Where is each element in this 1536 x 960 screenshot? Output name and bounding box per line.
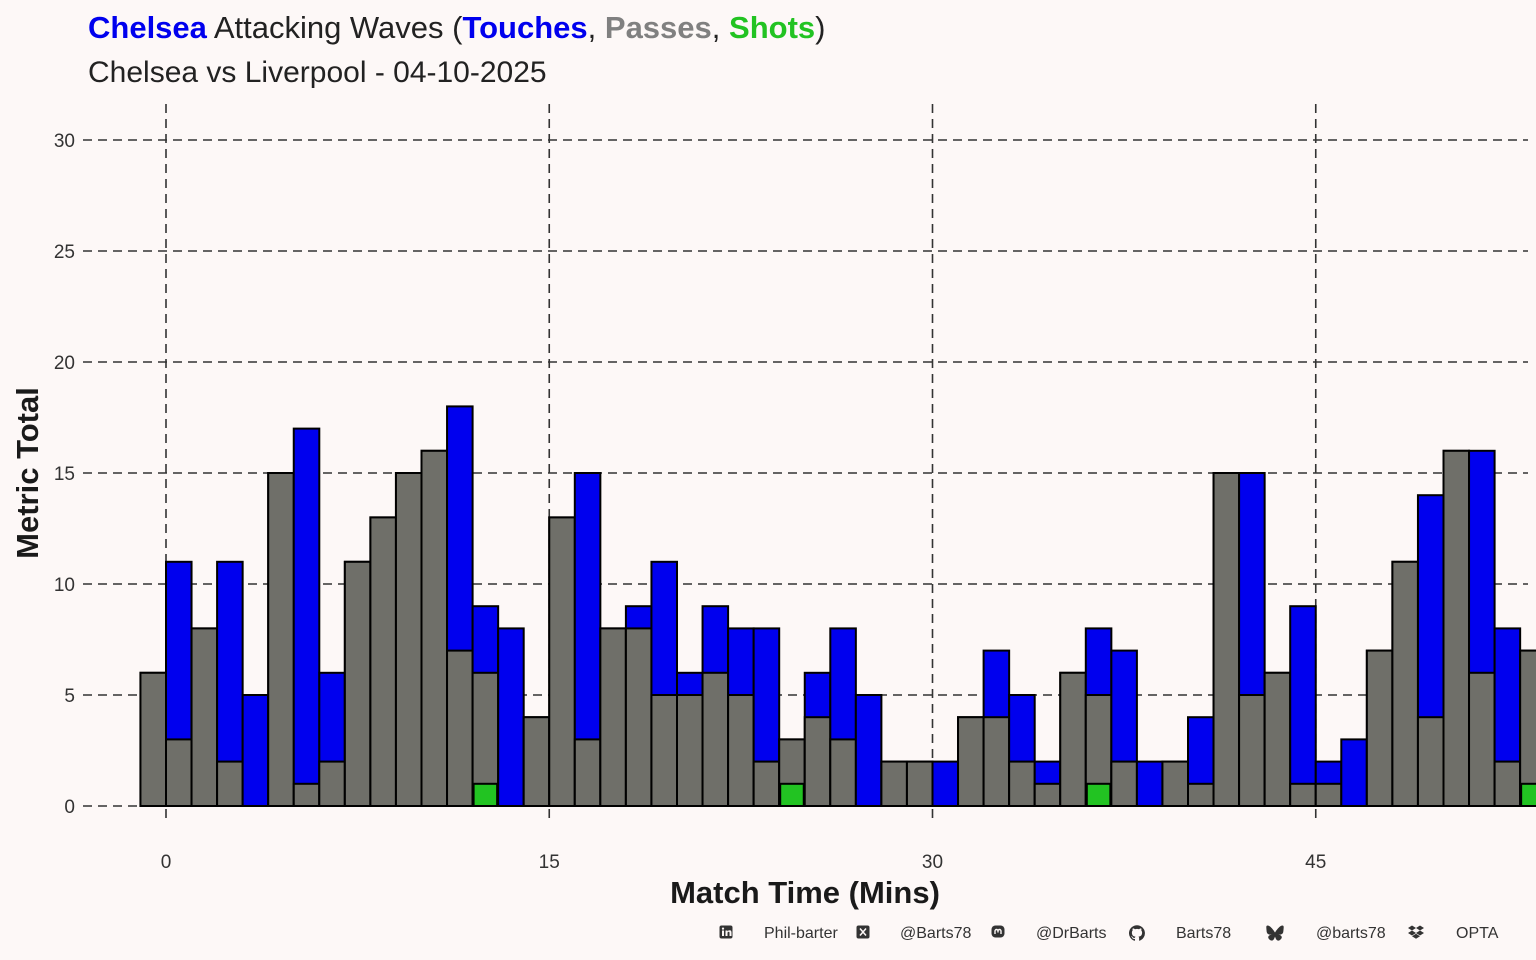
passes-bar	[1187, 782, 1215, 807]
passes-bar	[446, 649, 474, 807]
touches-bar	[854, 694, 883, 807]
footer-credits: Phil-barter @Barts78 @DrBarts Barts78 @b…	[715, 925, 1515, 947]
passes-bar	[829, 738, 857, 808]
title-passes: Passes	[604, 10, 712, 45]
passes-bar	[880, 760, 908, 807]
passes-bar	[599, 627, 627, 808]
passes-bar	[1468, 671, 1496, 807]
shots-bar	[779, 782, 805, 807]
chart-title: Chelsea Attacking Waves (Touches, Passes…	[88, 10, 825, 46]
chart-subtitle: Chelsea vs Liverpool - 04-10-2025	[88, 56, 547, 89]
passes-bar	[190, 627, 219, 808]
y-tick-label: 25	[54, 242, 75, 263]
footer-bluesky[interactable]: @barts78	[1316, 925, 1386, 942]
y-tick-label: 30	[54, 131, 75, 152]
passes-bar	[139, 671, 167, 807]
passes-bar	[1238, 694, 1266, 807]
passes-bar	[420, 449, 449, 807]
passes-bar	[1314, 782, 1343, 807]
title-middle: Attacking Waves (	[213, 10, 463, 45]
y-tick-label: 15	[54, 464, 75, 485]
touches-bar	[931, 760, 960, 807]
footer-x[interactable]: @Barts78	[900, 925, 972, 942]
passes-bar	[701, 671, 730, 807]
passes-bar	[676, 694, 704, 807]
passes-bar	[905, 760, 934, 807]
passes-bar	[1519, 649, 1536, 807]
passes-bar	[752, 760, 781, 807]
title-sep1: ,	[587, 10, 597, 45]
passes-bar	[957, 716, 985, 808]
y-tick-label: 20	[54, 353, 75, 374]
passes-bar	[369, 516, 397, 808]
passes-bar	[1008, 760, 1036, 807]
title-touches: Touches	[462, 10, 588, 45]
footer-source: OPTA	[1456, 925, 1499, 942]
passes-bar	[1212, 472, 1241, 807]
passes-bar	[650, 694, 679, 807]
passes-bar	[394, 472, 423, 807]
touches-bar	[1289, 605, 1317, 808]
passes-bar	[292, 782, 321, 807]
y-tick-label: 5	[64, 686, 75, 707]
shots-bar	[472, 782, 499, 807]
passes-bar	[1391, 560, 1419, 807]
dropbox-icon	[1408, 925, 1424, 939]
mastodon-icon	[991, 925, 1005, 939]
passes-bar	[727, 694, 755, 807]
passes-bar	[1442, 449, 1471, 807]
touches-bar	[1135, 760, 1164, 807]
y-tick-label: 0	[64, 797, 75, 818]
passes-bar	[216, 760, 244, 807]
passes-bar	[1110, 760, 1138, 807]
touches-bar	[497, 627, 525, 808]
axes: 0510152025300153045607590105	[54, 131, 1326, 873]
y-axis-label: Metric Total	[10, 387, 45, 559]
footer-github[interactable]: Barts78	[1176, 925, 1232, 942]
title-shots: Shots	[729, 10, 816, 45]
x-tick-label: 15	[539, 852, 560, 873]
github-icon	[1129, 925, 1145, 941]
x-tick-label: 0	[161, 852, 172, 873]
touches-bar	[1340, 738, 1368, 808]
passes-bar	[1033, 782, 1062, 807]
passes-bar	[165, 738, 193, 808]
y-tick-label: 10	[54, 575, 75, 596]
title-team: Chelsea	[88, 10, 207, 45]
bars	[139, 405, 1536, 808]
passes-bar	[624, 627, 653, 808]
passes-bar	[1493, 760, 1522, 807]
touches-bar	[241, 694, 270, 807]
passes-bar	[1365, 649, 1394, 807]
shots-bar	[1520, 782, 1536, 807]
passes-bar	[803, 716, 832, 808]
passes-bar	[1263, 671, 1292, 807]
linkedin-icon	[719, 925, 733, 939]
x-icon	[856, 925, 870, 939]
passes-bar	[1289, 782, 1317, 807]
passes-bar	[573, 738, 602, 808]
passes-bar	[267, 472, 295, 807]
bluesky-icon	[1266, 925, 1284, 941]
x-tick-label: 45	[1305, 852, 1326, 873]
passes-bar	[522, 716, 551, 808]
passes-bar	[548, 516, 576, 808]
x-tick-label: 30	[922, 852, 943, 873]
shots-bar	[1085, 782, 1112, 807]
title-close: )	[815, 10, 826, 45]
title-sep2: ,	[711, 10, 721, 45]
footer-mastodon[interactable]: @DrBarts	[1036, 925, 1107, 942]
passes-bar	[1059, 671, 1087, 807]
passes-bar	[343, 560, 372, 807]
touches-bar	[292, 427, 321, 807]
passes-bar	[1161, 760, 1189, 807]
passes-bar	[1416, 716, 1445, 808]
footer-linkedin[interactable]: Phil-barter	[764, 925, 838, 942]
x-axis-label: Match Time (Mins)	[670, 875, 940, 910]
passes-bar	[318, 760, 346, 807]
passes-bar	[982, 716, 1011, 808]
